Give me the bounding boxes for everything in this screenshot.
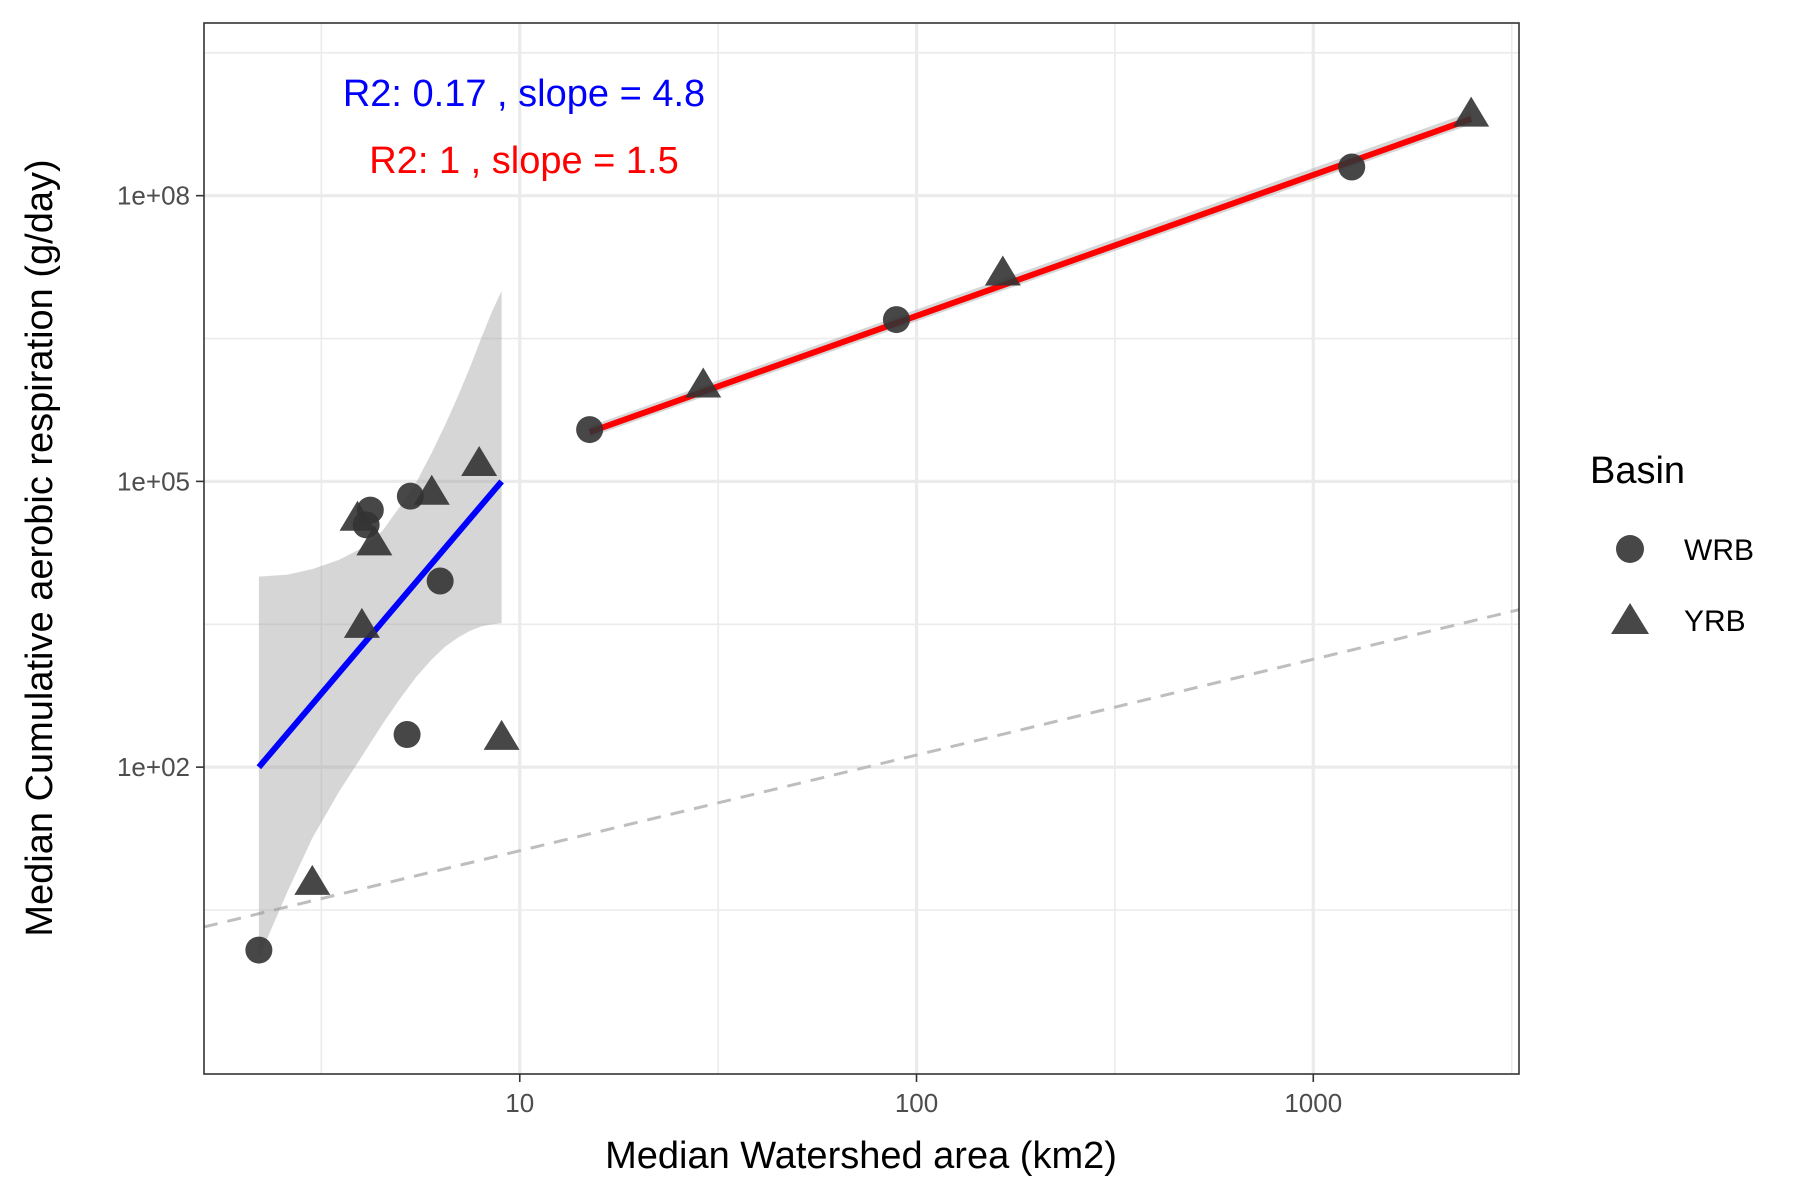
point-wrb	[426, 567, 454, 595]
x-tick-label: 100	[895, 1088, 938, 1118]
fit-line-2	[588, 116, 1473, 435]
y-axis-title: Median Cumulative aerobic respiration (g…	[19, 159, 61, 936]
y-axis-ticks: 1e+02 1e+05 1e+08	[117, 181, 204, 782]
x-axis-ticks: 10 100 1000	[505, 1074, 1342, 1118]
annotation-2: R2: 1 , slope = 1.5	[369, 140, 678, 182]
y-tick-label: 1e+05	[117, 466, 190, 496]
point-yrb	[294, 864, 331, 895]
point-wrb	[393, 721, 421, 749]
point-yrb	[483, 719, 520, 750]
point-yrb	[413, 474, 450, 505]
y-tick-label: 1e+02	[117, 752, 190, 782]
point-wrb	[245, 936, 273, 964]
legend-title: Basin	[1590, 450, 1685, 492]
x-tick-label: 10	[505, 1088, 534, 1118]
point-yrb	[685, 367, 722, 398]
y-tick-label: 1e+08	[117, 181, 190, 211]
plot-area	[204, 23, 1519, 1074]
point-yrb	[461, 446, 498, 477]
annotation-1: R2: 0.17 , slope = 4.8	[343, 73, 705, 115]
plot-frame	[203, 22, 1520, 1075]
point-yrb	[1453, 96, 1490, 127]
x-axis-title: Median Watershed area (km2)	[605, 1135, 1117, 1177]
legend-label-wrb: WRB	[1684, 534, 1754, 567]
legend-label-yrb: YRB	[1684, 605, 1746, 638]
point-wrb	[576, 416, 604, 444]
x-tick-label: 1000	[1284, 1088, 1342, 1118]
point-yrb	[343, 607, 380, 638]
fit-lines	[256, 116, 1473, 770]
plot-panel	[204, 23, 1519, 1074]
point-yrb	[339, 500, 376, 531]
legend-key-yrb-triangle	[1611, 603, 1649, 634]
point-wrb	[1338, 153, 1366, 181]
point-wrb	[882, 306, 910, 334]
point-yrb	[984, 255, 1021, 286]
reference-dashed-line	[203, 608, 1520, 929]
plot-border	[203, 22, 1520, 1075]
annotations: R2: 0.17 , slope = 4.8 R2: 1 , slope = 1.…	[343, 73, 705, 182]
fit-line-1	[256, 479, 504, 770]
point-yrb	[356, 525, 393, 556]
legend-key-wrb-circle	[1616, 535, 1644, 563]
legend: Basin WRB YRB	[1590, 450, 1754, 638]
reference-line	[203, 608, 1520, 929]
data-points	[245, 96, 1490, 964]
